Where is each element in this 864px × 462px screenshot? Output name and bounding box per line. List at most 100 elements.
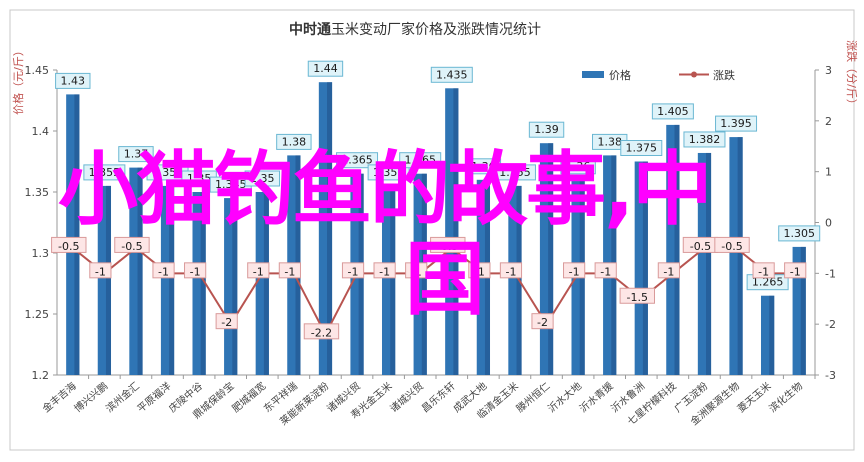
price-label-group: 1.36 <box>560 158 596 175</box>
price-label-box <box>118 146 154 163</box>
price-label: 1.345 <box>215 178 247 191</box>
change-label: -1 <box>348 265 359 278</box>
change-label-box <box>51 236 87 253</box>
change-label-box <box>499 262 523 279</box>
price-label: 1.36 <box>471 160 496 173</box>
y-left-tick-label: 1.4 <box>32 125 50 138</box>
change-label-group: -1 <box>657 262 680 279</box>
price-label: 1.355 <box>89 166 121 179</box>
price-bar-shade <box>105 185 112 375</box>
price-label-box <box>493 164 536 181</box>
change-label-group: -2.2 <box>303 323 340 340</box>
change-label: -1 <box>790 265 801 278</box>
price-label-group: 1.35 <box>244 170 280 187</box>
price-label-box <box>307 60 344 77</box>
price-label-group: 1.305 <box>778 225 821 242</box>
y-right-tick-label: -3 <box>825 369 836 382</box>
price-label-group: 1.265 <box>746 274 789 291</box>
change-label-box <box>714 236 750 253</box>
price-label-group: 1.355 <box>493 164 536 181</box>
y-right-label: 涨跌（分/斤） <box>845 40 859 110</box>
price-label: 1.38 <box>597 135 622 148</box>
price-label: 1.365 <box>341 154 373 167</box>
change-label: -0.5 <box>721 240 742 253</box>
price-bar-shade <box>200 192 206 375</box>
change-label: -1 <box>190 265 201 278</box>
change-label-group: -1 <box>247 262 270 279</box>
change-label-group: -1 <box>184 262 207 279</box>
price-label-group: 1.405 <box>651 103 694 120</box>
price-label-box <box>399 152 442 169</box>
price-label-group: 1.365 <box>336 152 379 169</box>
change-label-group: -1 <box>373 262 396 279</box>
change-label-group: -0.5 <box>114 236 150 253</box>
change-label-group: -1 <box>594 262 617 279</box>
price-bar-shade <box>800 246 806 375</box>
change-label-group: -1 <box>341 262 365 279</box>
change-label-box <box>373 262 396 279</box>
price-label-box <box>560 158 596 175</box>
change-label-box <box>531 313 554 330</box>
price-label-box <box>83 164 126 181</box>
price-label: 1.36 <box>566 160 591 173</box>
change-label: -1 <box>663 265 674 278</box>
legend: 价格 涨跌 <box>582 68 735 82</box>
price-bar-shade <box>169 185 175 375</box>
legend-bar-label: 价格 <box>609 68 631 82</box>
change-label: -1 <box>505 265 516 278</box>
price-label: 1.43 <box>61 74 86 87</box>
price-label: 1.435 <box>436 68 468 81</box>
change-label-group: -1 <box>752 262 775 279</box>
price-label: 1.395 <box>720 117 752 130</box>
price-bar-shade <box>74 94 80 376</box>
price-bar-shade <box>232 198 238 375</box>
price-label-box <box>367 164 410 181</box>
change-label: -1.5 <box>627 291 648 304</box>
price-label-group: 1.355 <box>367 164 410 181</box>
price-label-group: 1.355 <box>146 164 189 181</box>
change-label-group: -1 <box>499 262 523 279</box>
price-label-box <box>651 103 694 120</box>
y-right-tick-label: -1 <box>825 267 836 280</box>
change-label: -1 <box>474 265 485 278</box>
change-label-box <box>784 262 807 279</box>
price-label: 1.365 <box>404 154 436 167</box>
price-label-box <box>336 152 379 169</box>
legend-bar-swatch <box>582 71 604 78</box>
price-label-box <box>430 66 473 83</box>
price-label: 1.35 <box>250 172 275 185</box>
price-bar-shade <box>737 137 743 375</box>
price-bar-shade <box>769 295 775 375</box>
change-label-box <box>468 262 491 279</box>
change-label-box <box>594 262 617 279</box>
price-bar-shade <box>674 124 680 376</box>
price-bar-shade <box>706 152 712 375</box>
y-left-tick-label: 1.25 <box>25 308 50 321</box>
change-label: -2.2 <box>311 326 332 339</box>
price-label-group: 1.43 <box>55 72 91 89</box>
change-label-group: -1 <box>784 262 807 279</box>
price-label: 1.405 <box>657 105 689 118</box>
price-label: 1.382 <box>689 133 721 146</box>
y-right-tick-label: 0 <box>825 217 832 230</box>
price-label-group: 1.375 <box>620 140 663 156</box>
change-label: -2 <box>221 316 232 329</box>
price-label-box <box>244 170 280 187</box>
price-label-box <box>620 140 663 156</box>
change-label-box <box>184 262 207 279</box>
price-label: 1.38 <box>282 135 307 148</box>
legend-line-label: 涨跌 <box>713 68 735 82</box>
price-label: 1.355 <box>373 166 405 179</box>
price-label-group: 1.37 <box>118 146 154 163</box>
change-label-group: -1 <box>468 262 491 279</box>
price-bar-shade <box>137 167 143 375</box>
price-label-group: 1.395 <box>715 115 758 132</box>
change-label-box <box>657 262 680 279</box>
change-label-group: -1.5 <box>619 287 655 304</box>
price-label: 1.265 <box>752 276 784 289</box>
change-label: -1 <box>411 265 422 278</box>
change-label-group: -2 <box>215 313 238 330</box>
price-label-box <box>55 72 91 89</box>
change-label: -1 <box>379 265 390 278</box>
price-label-group: 1.36 <box>465 158 502 175</box>
